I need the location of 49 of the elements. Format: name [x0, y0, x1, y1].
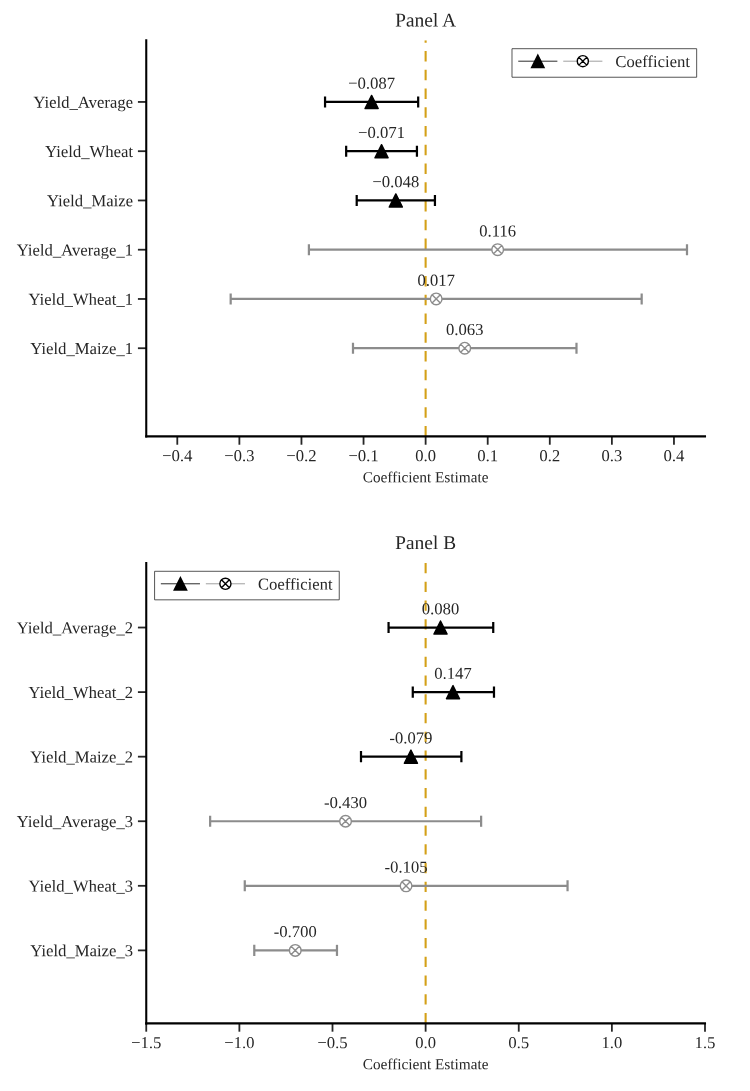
point	[364, 94, 379, 110]
data-label: −0.048	[373, 176, 419, 188]
chart-title: Panel A	[395, 12, 456, 27]
x-tick-label: −1.0	[225, 1037, 254, 1049]
x-tick-label: −0.4	[163, 450, 193, 462]
x-tick-label: 0.5	[508, 1037, 529, 1049]
point	[374, 143, 389, 159]
y-tick-label: Yield_Maize_2	[30, 750, 133, 765]
y-tick-label: Yield_Wheat_1	[28, 293, 133, 307]
x-tick-label: 1.5	[696, 1037, 715, 1049]
data-label: -0.430	[324, 796, 367, 809]
y-tick-label: Yield_Average_2	[16, 621, 133, 637]
data-label: -0.700	[274, 926, 317, 938]
data-label: 0.080	[422, 603, 459, 615]
y-tick-label: Yield_Wheat_3	[28, 880, 133, 894]
chart-title: Panel B	[395, 535, 456, 550]
legend-label: Coefficient	[258, 577, 333, 590]
x-tick-label: −0.2	[287, 450, 316, 462]
x-tick-label: 0.0	[415, 1037, 436, 1049]
x-axis-title: Coefficient Estimate	[363, 1058, 488, 1070]
data-label: 0.116	[479, 225, 516, 237]
y-tick-label: Yield_Wheat	[45, 145, 133, 160]
x-tick-label: 0.2	[540, 450, 560, 462]
data-label: 0.147	[434, 667, 472, 680]
y-tick-label: Yield_Wheat_2	[28, 686, 133, 701]
legend-label: Coefficient	[616, 55, 690, 68]
y-tick-label: Yield_Average	[33, 96, 133, 112]
x-tick-label: 0.0	[415, 450, 436, 462]
data-label: 0.063	[446, 323, 483, 336]
x-tick-label: 0.1	[477, 450, 498, 462]
x-tick-label: −0.3	[225, 450, 254, 462]
x-tick-label: −0.5	[318, 1037, 347, 1049]
x-tick-label: −1.5	[131, 1037, 161, 1049]
x-tick-label: 1.0	[602, 1037, 622, 1049]
y-tick-label: Yield_Maize_1	[30, 342, 133, 357]
y-tick-label: Yield_Maize_3	[30, 944, 133, 959]
point	[433, 620, 448, 635]
data-label: −0.087	[348, 77, 395, 89]
y-tick-label: Yield_Average_1	[16, 243, 133, 260]
y-tick-label: Yield_Maize	[47, 194, 133, 209]
x-tick-label: 0.3	[602, 450, 622, 462]
x-tick-label: −0.1	[349, 450, 378, 462]
point	[403, 749, 419, 764]
point	[388, 193, 404, 208]
data-label: −0.071	[358, 126, 404, 139]
point	[445, 684, 461, 700]
x-tick-label: 0.4	[664, 450, 685, 462]
x-axis-title: Coefficient Estimate	[363, 471, 488, 483]
y-tick-label: Yield_Average_3	[16, 815, 133, 831]
